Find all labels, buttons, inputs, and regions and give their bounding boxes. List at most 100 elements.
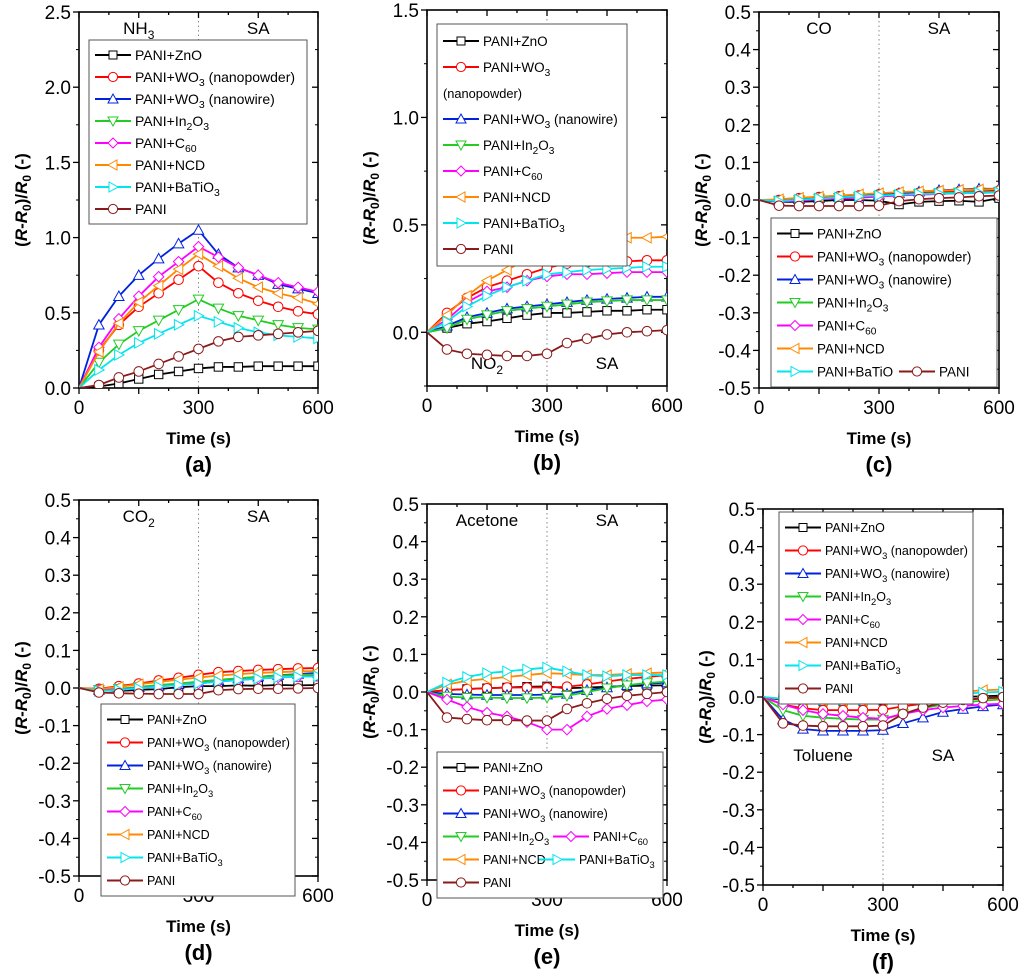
y-tick-label: 2.5	[45, 3, 71, 24]
legend-label: PANI+In2O3	[135, 113, 209, 133]
legend: PANI+ZnO PANI+WO3 (nanopowder) PANI+WO3 (n…	[100, 703, 296, 897]
y-tick-label: 0.0	[729, 688, 755, 709]
chart-panel-a: 0 300 600 0.0 0.5 1.0 1.5 2.0 2.5 Time (s) (R-R0)/…	[12, 3, 334, 477]
data-point	[522, 274, 534, 287]
data-point	[817, 708, 829, 720]
y-tick-label: -0.4	[386, 833, 419, 854]
data-point	[833, 200, 845, 212]
legend-marker-icon	[790, 229, 800, 238]
recovery-label: SA	[596, 354, 619, 373]
legend-marker-icon	[119, 759, 131, 770]
x-axis-title: Time (s)	[166, 917, 231, 936]
data-point	[213, 684, 224, 696]
data-point	[662, 305, 667, 315]
y-tick-label: 1.5	[45, 153, 71, 174]
y-tick-label: 0.4	[393, 533, 420, 554]
y-tick-label: 0.1	[393, 645, 419, 666]
data-point	[113, 372, 125, 383]
data-point	[640, 295, 654, 307]
legend-box	[436, 751, 664, 899]
data-point	[132, 296, 144, 309]
data-point	[312, 682, 318, 694]
data-point	[173, 688, 184, 700]
data-point	[797, 720, 809, 731]
data-point	[172, 237, 185, 249]
legend: PANI+ZnO PANI+WO3 (nanopowder) PANI+WO3 (n…	[770, 217, 998, 388]
data-point	[313, 361, 318, 371]
y-tick-label: -0.3	[722, 801, 755, 822]
legend-label: PANI+C60	[825, 613, 880, 630]
x-tick-label: 0	[74, 886, 85, 907]
legend-marker-icon	[119, 737, 131, 748]
data-point	[540, 692, 554, 704]
data-point	[481, 349, 493, 361]
legend-marker-icon	[118, 828, 130, 841]
data-point	[873, 200, 885, 211]
data-point	[193, 309, 205, 322]
legend-entry: PANI+WO3 (nanopowder)	[107, 736, 290, 753]
data-point	[94, 363, 106, 377]
y-tick-label: 2.0	[45, 78, 71, 99]
y-tick-label: 0.3	[729, 575, 755, 596]
legend-marker-icon	[106, 159, 118, 171]
data-point	[913, 193, 925, 205]
legend-label: PANI+WO3 (nanowire)	[817, 272, 952, 291]
legend-entry: PANI+C60	[107, 805, 202, 822]
legend-marker-icon	[789, 298, 801, 309]
data-point	[233, 287, 244, 299]
y-tick-label: -0.1	[38, 717, 71, 738]
data-point	[501, 350, 513, 362]
y-tick-label: -0.4	[722, 838, 755, 859]
legend-entry: PANI+WO3 (nanowire)	[777, 272, 952, 291]
legend-entry: PANI	[107, 874, 175, 888]
data-point	[292, 327, 304, 338]
legend-entry: PANI+WO3 (nanopowder)	[785, 544, 968, 561]
y-tick-label: -0.2	[38, 754, 71, 775]
gas-label: CO2	[123, 507, 156, 530]
gas-label: Acetone	[456, 511, 518, 530]
data-point	[580, 687, 594, 699]
legend-label: PANI+ZnO	[817, 226, 882, 241]
legend-label: PANI+In2O3	[817, 295, 889, 314]
data-point	[601, 329, 613, 340]
data-point	[292, 305, 304, 317]
data-point	[874, 189, 886, 202]
data-point	[582, 669, 594, 682]
data-point	[213, 675, 225, 688]
legend-entry: PANI+BaTiO3	[443, 216, 565, 235]
legend-entry: PANI+ZnO	[107, 713, 207, 727]
legend-entry: PANI+BaTiO	[777, 364, 893, 379]
y-axis-title: (R-R0)/R0 (-)	[12, 153, 34, 247]
legend-marker-icon	[107, 92, 119, 104]
legend-label: PANI	[135, 201, 167, 217]
legend-label: PANI+BaTiO3	[135, 179, 220, 199]
data-point	[480, 692, 494, 704]
y-axis-title: (R-R0)/R0 (-)	[360, 151, 382, 245]
legend-label: PANI+BaTiO3	[579, 853, 655, 870]
data-point	[152, 279, 164, 292]
legend-label: PANI+WO3 (nanowire)	[825, 567, 950, 584]
legend-entry: PANI+WO3 (nanopowder)	[95, 69, 295, 89]
series-group	[759, 182, 999, 212]
legend-entry: PANI+WO3 (nanopowder)	[777, 249, 971, 268]
legend-entry: PANI+NCD	[785, 636, 888, 650]
y-tick-label: 0.5	[45, 304, 71, 325]
legend-box	[88, 39, 308, 225]
legend-entry: PANI+ZnO	[777, 226, 882, 241]
legend-entry: PANI+NCD	[777, 341, 885, 356]
data-point	[642, 669, 654, 682]
data-point	[480, 310, 494, 322]
legend-marker-icon	[798, 523, 808, 532]
legend-label: PANI+In2O3	[147, 782, 213, 799]
y-tick-label: 1.5	[393, 1, 419, 22]
data-point	[153, 358, 164, 370]
data-point	[192, 248, 204, 261]
y-tick-label: 1.0	[393, 108, 419, 129]
legend-label: PANI+NCD	[135, 157, 205, 173]
panel-label: (e)	[534, 944, 561, 969]
data-point	[93, 379, 105, 388]
data-point	[252, 683, 264, 695]
legend-entry: PANI+In2O3	[785, 590, 891, 607]
legend-entry: PANI+C60	[443, 164, 543, 183]
data-point	[893, 195, 905, 207]
